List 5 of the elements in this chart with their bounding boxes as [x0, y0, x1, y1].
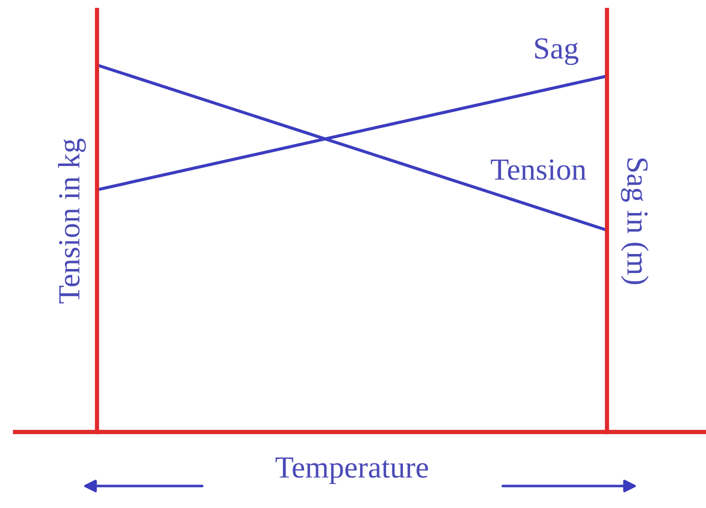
series-label: Sag [535, 38, 578, 66]
y2-axis-title: Sag in (m) [620, 158, 649, 284]
x-axis-title: Temperature [276, 458, 428, 484]
y-axis-title: Tension in kg [58, 138, 86, 304]
series-label: Tension [490, 159, 586, 180]
